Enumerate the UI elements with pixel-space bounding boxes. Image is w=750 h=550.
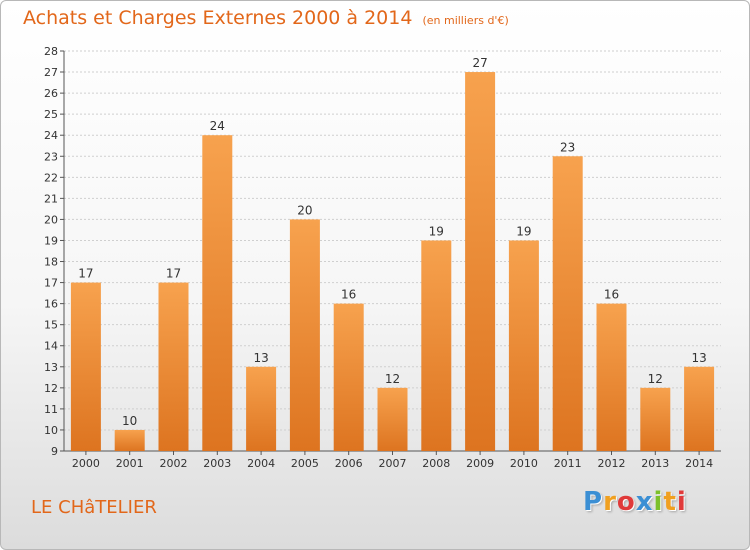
y-tick-label: 27 [44,66,58,79]
chart-title: Achats et Charges Externes 2000 à 2014 (e… [23,7,509,29]
data-label-2000: 17 [78,267,93,281]
y-tick-label: 13 [44,361,58,374]
y-tick-label: 26 [44,87,58,100]
logo-letter: r [603,487,617,517]
bar-2001 [114,429,145,451]
bar-2014 [684,366,715,451]
y-tick-label: 14 [44,340,58,353]
x-tick-label: 2006 [335,457,363,470]
data-label-2007: 12 [385,372,400,386]
bar-2007 [377,387,408,451]
y-tick-label: 25 [44,108,58,121]
x-tick-label: 2007 [379,457,407,470]
data-label-2010: 19 [516,224,531,238]
bar-2004 [246,366,277,451]
axes: 9 10 11 12 13 14 15 16 17 18 19 20 21 22 23 24 25 26 27 28 2… [44,45,721,470]
x-tick-label: 2009 [466,457,494,470]
data-label-2002: 17 [166,267,181,281]
place-name: LE CHâTELIER [31,497,157,518]
data-label-2014: 13 [691,351,706,365]
y-tick-label: 18 [44,256,58,269]
logo-letter: x [635,487,654,517]
bar-2010 [508,240,539,451]
bars [70,72,715,452]
y-tick-label: 17 [44,277,58,290]
y-tick-label: 21 [44,192,58,205]
bar-2012 [596,303,627,451]
data-label-2006: 16 [341,288,356,302]
data-label-2009: 27 [472,56,487,70]
data-label-2008: 19 [429,224,444,238]
logo-letter: i [653,487,664,517]
y-tick-label: 19 [44,234,58,247]
proxiti-logo: Proxiti [583,487,687,517]
bar-2008 [421,240,452,451]
bar-2003 [202,135,233,452]
logo-letter: t [663,487,677,517]
y-tick-label: 9 [51,445,58,458]
x-tick-label: 2008 [422,457,450,470]
logo-letter: o [616,487,636,517]
y-tick-label: 12 [44,382,58,395]
bar-2000 [70,282,101,451]
y-tick-label: 28 [44,45,58,58]
bar-2009 [465,72,496,451]
data-label-2001: 10 [122,414,137,428]
y-tick-label: 15 [44,319,58,332]
x-tick-label: 2001 [116,457,144,470]
x-tick-label: 2013 [641,457,669,470]
x-tick-label: 2005 [291,457,319,470]
y-tick-label: 20 [44,213,58,226]
bar-2006 [333,303,364,451]
y-tick-label: 11 [44,403,58,416]
x-tick-label: 2004 [247,457,275,470]
data-label-2011: 23 [560,140,575,154]
x-tick-label: 2014 [685,457,713,470]
data-label-2012: 16 [604,288,619,302]
bar-2005 [289,219,320,451]
x-tick-label: 2010 [510,457,538,470]
x-tick-label: 2002 [160,457,188,470]
x-tick-label: 2000 [72,457,100,470]
y-tick-label: 24 [44,129,58,142]
logo-letter: i [676,487,687,517]
y-tick-label: 16 [44,298,58,311]
bar-2002 [158,282,189,451]
data-label-2004: 13 [253,351,268,365]
data-labels: 17 10 17 24 13 20 16 12 19 27 19 23 16 12 13 [78,56,706,428]
chart-subtitle: (en milliers d'€) [422,14,509,27]
y-tick-label: 23 [44,150,58,163]
data-label-2003: 24 [210,119,225,133]
data-label-2013: 12 [648,372,663,386]
title-text: Achats et Charges Externes 2000 à 2014 [23,7,413,29]
x-tick-label: 2011 [554,457,582,470]
data-label-2005: 20 [297,203,312,217]
logo-letter: P [583,487,604,517]
bar-2013 [640,387,671,451]
y-tick-label: 22 [44,171,58,184]
y-tick-label: 10 [44,424,58,437]
x-tick-label: 2012 [598,457,626,470]
bar-2011 [552,156,583,451]
x-tick-label: 2003 [203,457,231,470]
